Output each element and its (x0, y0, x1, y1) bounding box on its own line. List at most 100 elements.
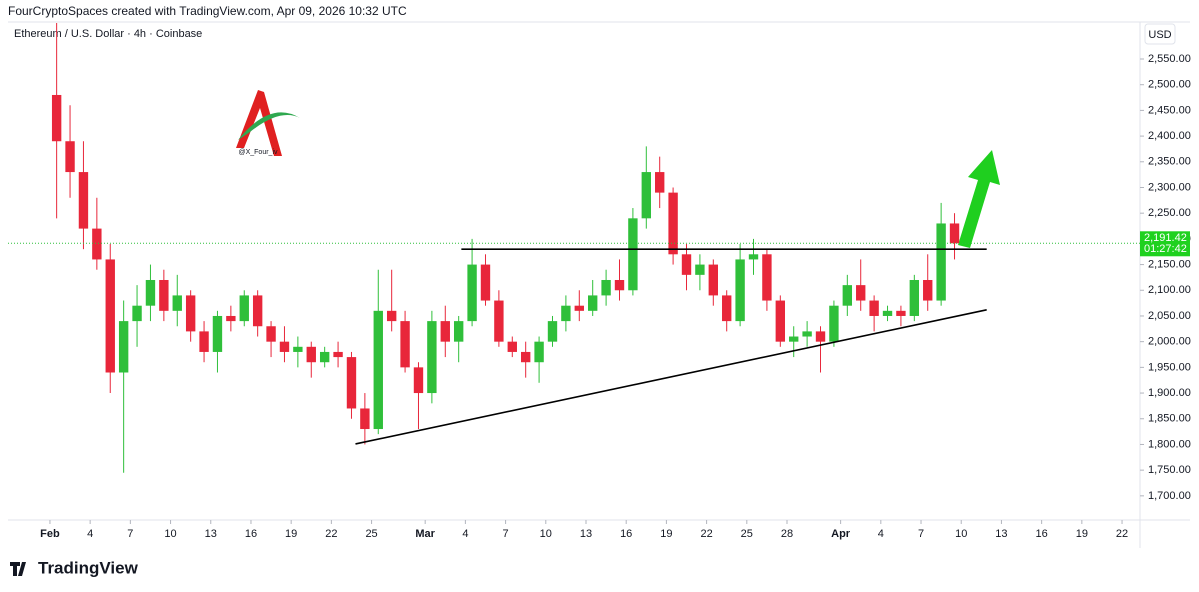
footer-logo: TradingView (10, 558, 139, 577)
x-tick-label: 25 (741, 528, 753, 540)
currency-box (1144, 23, 1176, 45)
candle-body (775, 300, 786, 342)
candle-body (252, 295, 263, 327)
x-tick-label: 10 (540, 528, 552, 540)
x-tick-label: 10 (164, 528, 176, 540)
candle-body (896, 310, 906, 316)
x-tick-label: 7 (918, 528, 924, 540)
watermark-text: @X_Four_iv (238, 149, 278, 156)
candle-body (936, 223, 946, 301)
y-tick-label: 1,800.00 (1148, 438, 1191, 450)
price-tag (1140, 231, 1190, 257)
x-tick-label: 4 (87, 528, 93, 540)
x-tick-label: 22 (325, 528, 337, 540)
x-tick-label: 22 (1116, 528, 1128, 540)
candle-body (561, 305, 571, 322)
y-tick-label: 1,750.00 (1148, 464, 1191, 476)
watermark-logo: @X_Four_iv (236, 90, 300, 156)
currency: USD (1148, 29, 1171, 41)
candle-body (882, 310, 893, 316)
candle-body (507, 341, 517, 352)
y-tick-label: 1,900.00 (1148, 387, 1191, 399)
countdown: 01:27:42 (1144, 243, 1187, 255)
brand: TradingView (38, 558, 139, 577)
candle-body (909, 279, 920, 316)
x-tick-label: 13 (205, 528, 217, 540)
candle-body (400, 321, 410, 368)
candle-body (681, 254, 692, 275)
candle-body (266, 326, 276, 342)
y-tick-label: 2,000.00 (1148, 336, 1191, 348)
x-tick-label: 4 (878, 528, 884, 540)
x-tick-label: 25 (365, 528, 377, 540)
candle-body (829, 305, 839, 342)
x-tick-label: 13 (995, 528, 1007, 540)
y-tick-label: 2,500.00 (1148, 79, 1191, 91)
x-tick-label: Feb (40, 528, 60, 540)
candle-body (293, 346, 303, 352)
candle-body (601, 279, 611, 296)
y-tick-label: 1,850.00 (1148, 413, 1191, 425)
x-tick-label: 16 (620, 528, 632, 540)
candle-body (132, 305, 142, 322)
candle-body (105, 259, 115, 373)
candle-body (467, 264, 477, 322)
candle-body (494, 300, 504, 342)
y-tick-label: 1,700.00 (1148, 490, 1191, 502)
y-tick-label: 2,350.00 (1148, 156, 1191, 168)
candle-body (802, 331, 812, 337)
x-tick-label: 16 (1036, 528, 1048, 540)
candle-body (708, 264, 718, 296)
candle-body (762, 254, 772, 301)
candle-body (923, 279, 933, 301)
trendline (355, 309, 987, 445)
candle-body (520, 351, 531, 363)
x-tick-label: Mar (415, 528, 435, 540)
x-tick-label: 16 (245, 528, 257, 540)
candle-body (534, 341, 544, 363)
candle-body (386, 310, 397, 322)
candle-body (319, 351, 330, 363)
candle-body (212, 315, 223, 352)
y-tick-label: 2,450.00 (1148, 104, 1191, 116)
candle-body (815, 331, 826, 342)
candle-body (306, 346, 316, 363)
x-tick-label: 10 (955, 528, 967, 540)
candle-body (574, 305, 584, 311)
candle-body (185, 295, 196, 332)
y-tick-label: 2,100.00 (1148, 284, 1191, 296)
candle-body (239, 295, 249, 322)
candle-body (856, 285, 866, 301)
y-tick-label: 2,050.00 (1148, 310, 1191, 322)
candle-body (51, 94, 62, 142)
symbol-title: Ethereum / U.S. Dollar · 4h · Coinbase (14, 28, 202, 40)
x-tick-label: 28 (781, 528, 793, 540)
x-tick-label: 22 (700, 528, 712, 540)
candle-body (949, 223, 960, 244)
x-tick-label: 7 (503, 528, 509, 540)
candle-body (346, 357, 357, 409)
x-tick-label: 19 (660, 528, 672, 540)
y-tick-label: 2,250.00 (1148, 207, 1191, 219)
x-tick-label: 13 (580, 528, 592, 540)
y-tick-label: 2,400.00 (1148, 130, 1191, 142)
candle-body (172, 295, 182, 311)
price-tag-label: 2,191.42 (1144, 232, 1187, 244)
candle-body (118, 321, 129, 373)
x-tick-label: 19 (1076, 528, 1088, 540)
y-tick-label: 2,300.00 (1148, 181, 1191, 193)
x-tick-label: 4 (462, 528, 468, 540)
candle-body (92, 228, 102, 260)
candle-body (722, 295, 732, 322)
candle-body (65, 141, 75, 173)
y-tick-label: 1,950.00 (1148, 361, 1191, 373)
credit: FourCryptoSpaces created with TradingVie… (8, 4, 407, 18)
candle-body (159, 279, 169, 311)
candle-body (641, 172, 651, 219)
x-tick-label: 19 (285, 528, 297, 540)
x-tick-label: 7 (127, 528, 133, 540)
candle-body (226, 315, 236, 322)
candle-body (440, 321, 450, 342)
